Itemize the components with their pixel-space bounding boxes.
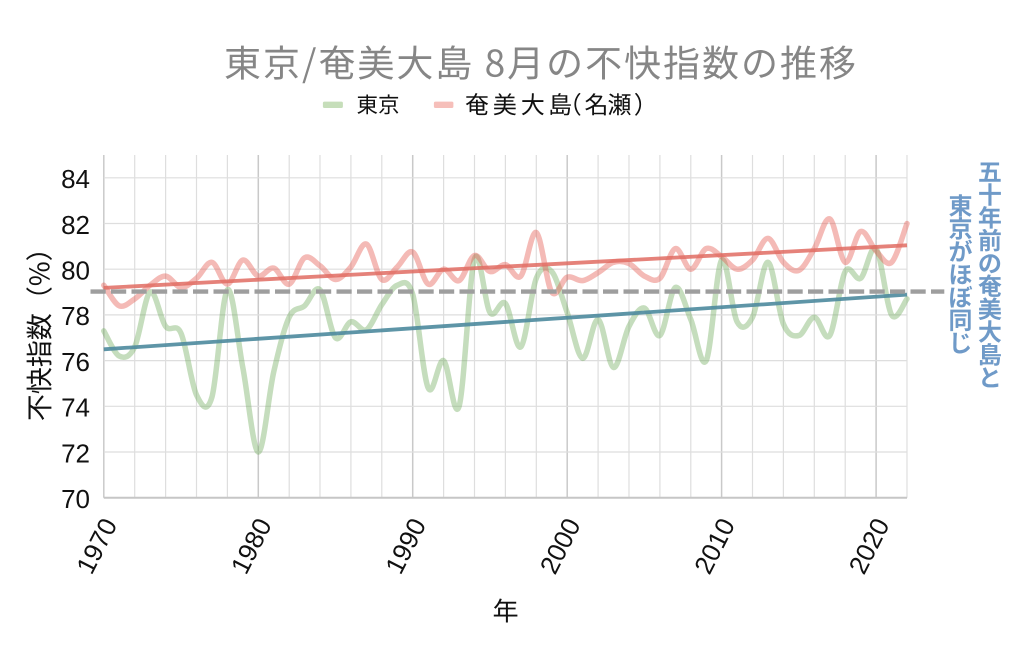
- svg-text:72: 72: [61, 438, 90, 468]
- svg-text:82: 82: [61, 210, 90, 240]
- svg-text:80: 80: [61, 256, 90, 286]
- svg-text:78: 78: [61, 301, 90, 331]
- svg-text:70: 70: [61, 484, 90, 514]
- svg-text:74: 74: [61, 393, 90, 423]
- svg-text:84: 84: [61, 164, 90, 194]
- svg-text:76: 76: [61, 347, 90, 377]
